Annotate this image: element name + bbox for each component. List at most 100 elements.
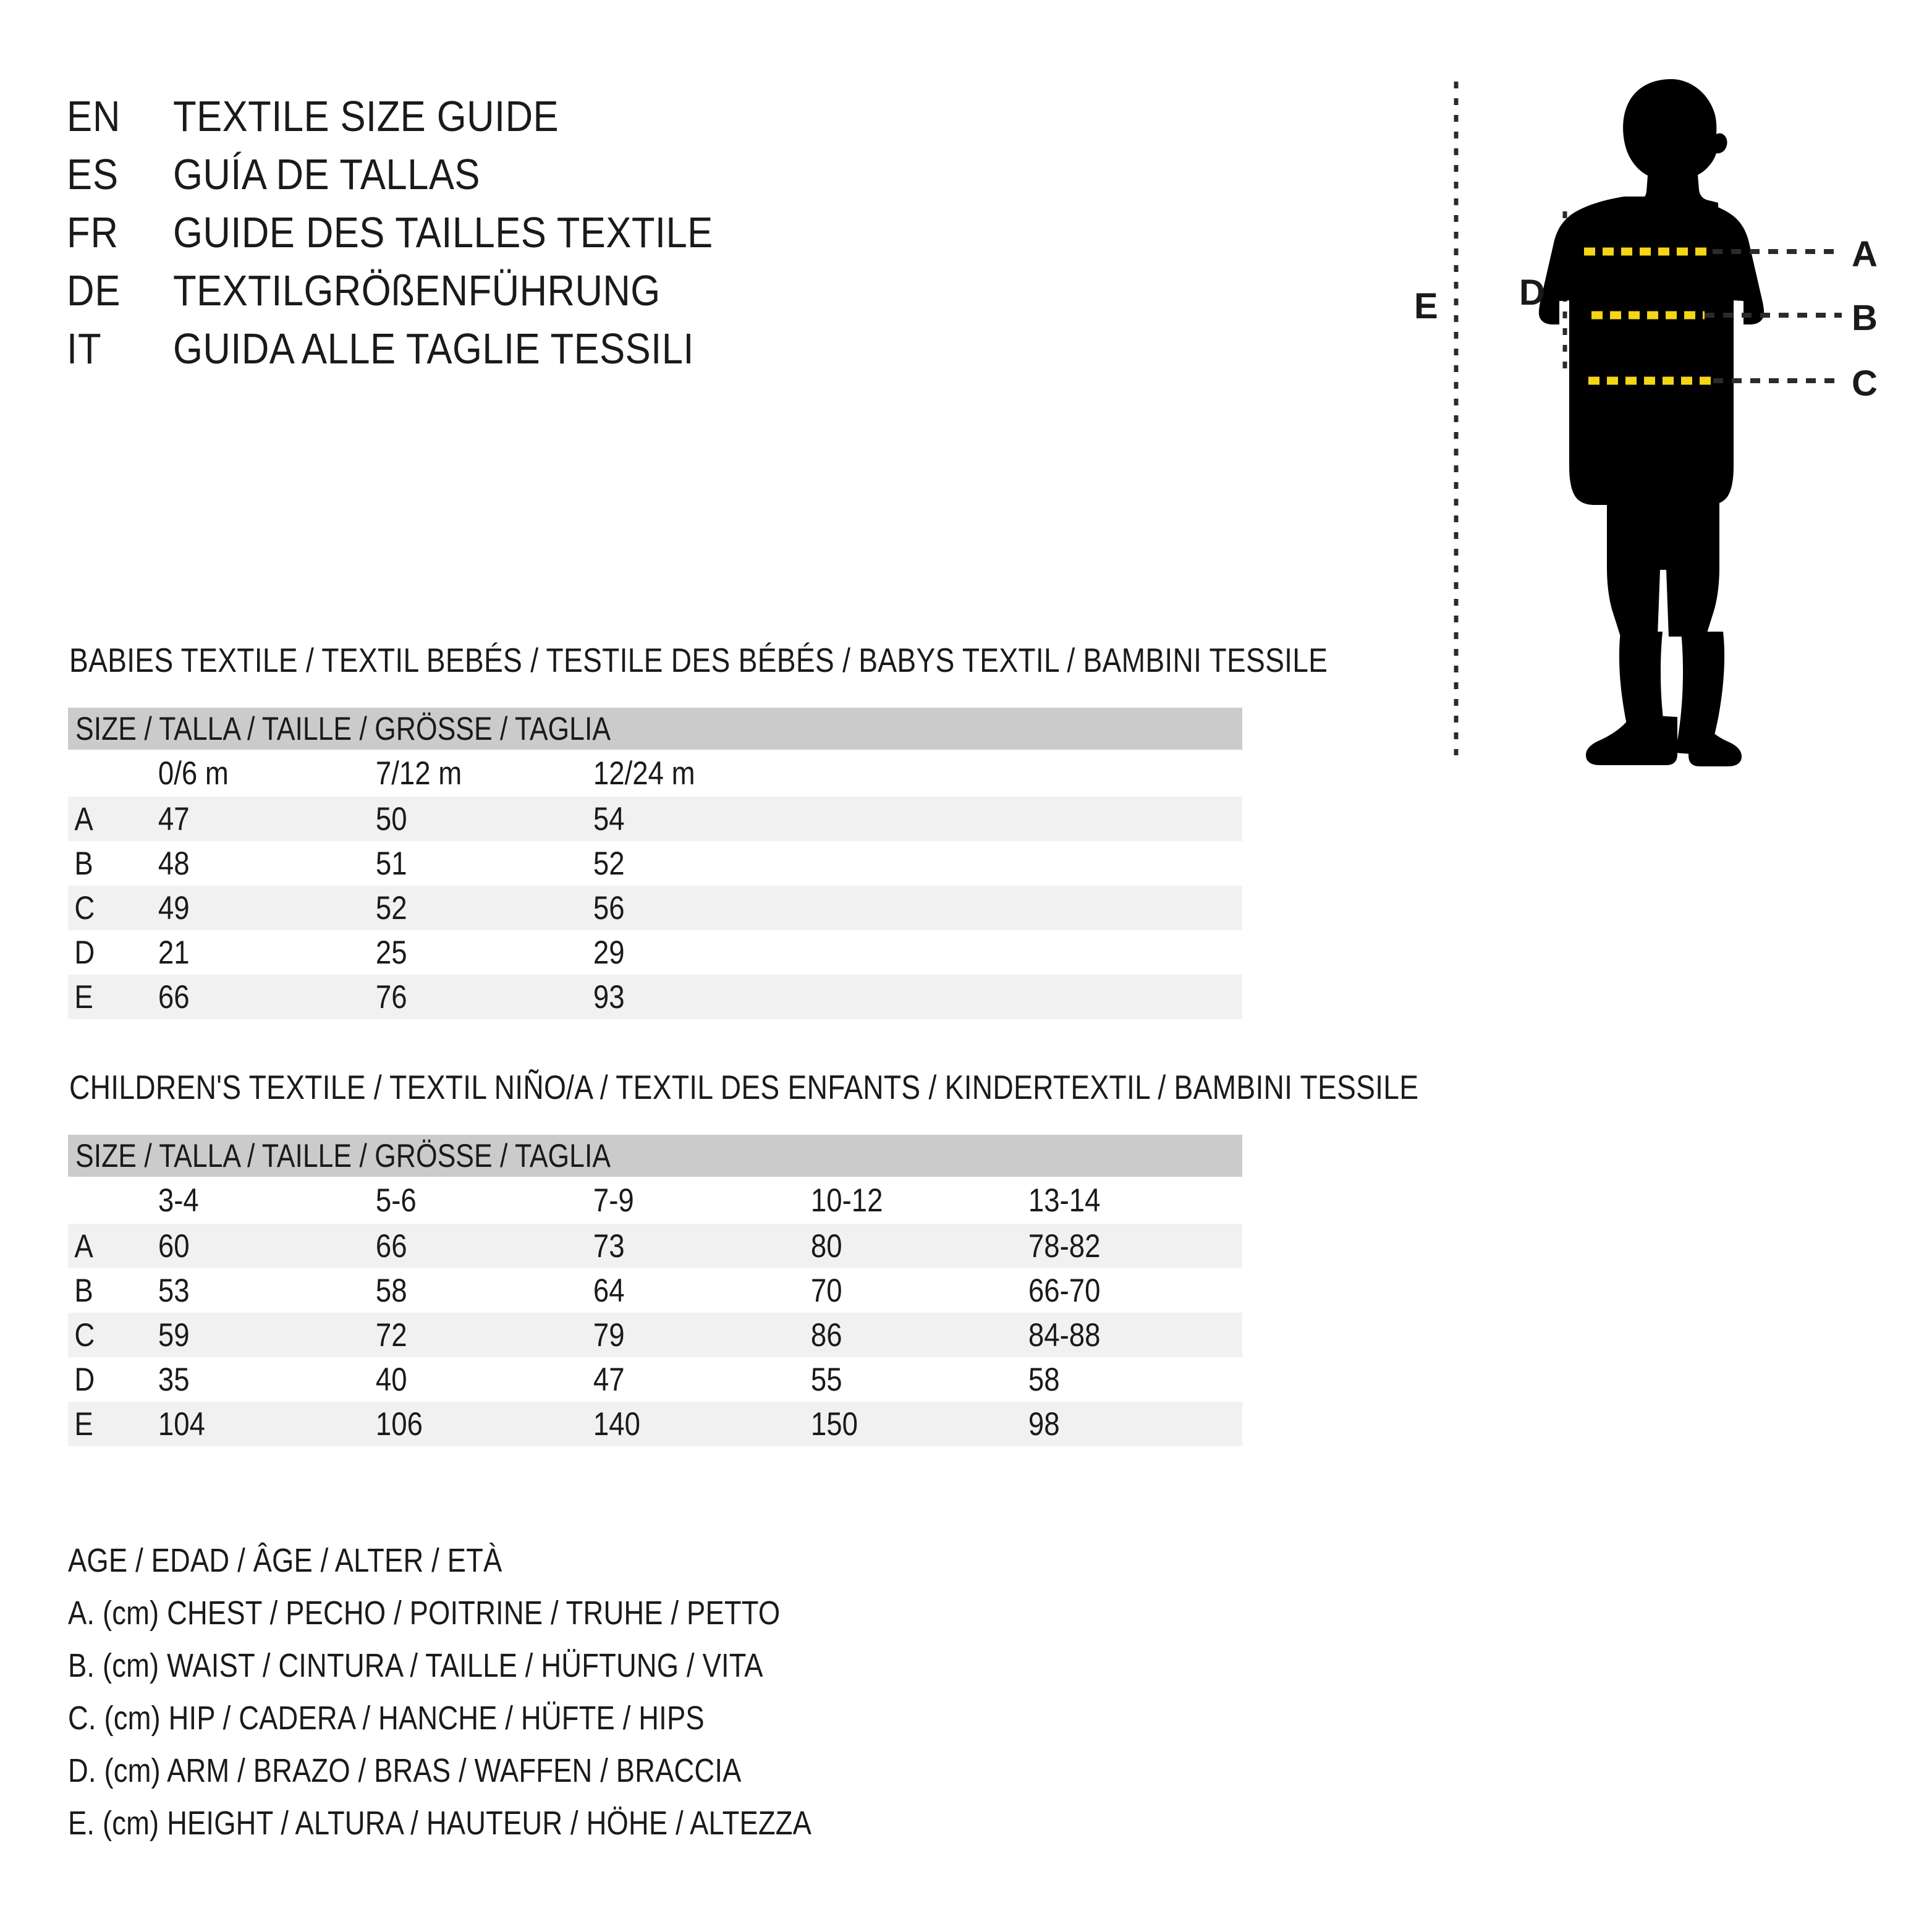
table-cell: 79 bbox=[593, 1316, 625, 1354]
babies-table-band: SIZE / TALLA / TAILLE / GRÖSSE / TAGLIA bbox=[68, 708, 1242, 750]
table-row: B 48 51 52 bbox=[68, 841, 1242, 886]
table-cell: 25 bbox=[375, 934, 407, 971]
legend-text: D. (cm) ARM / BRAZO / BRAS / WAFFEN / BR… bbox=[68, 1752, 742, 1789]
marker-label-d: D bbox=[1519, 273, 1545, 313]
table-cell: 52 bbox=[375, 889, 407, 926]
legend-line-c: C. (cm) HIP / CADERA / HANCHE / HÜFTE / … bbox=[68, 1692, 1428, 1744]
language-code-es: ES bbox=[67, 150, 119, 198]
children-column-header: 5-6 bbox=[375, 1182, 417, 1219]
table-cell: 78-82 bbox=[1028, 1227, 1101, 1265]
language-title-es: GUÍA DE TALLAS bbox=[173, 150, 480, 198]
table-cell: 51 bbox=[375, 845, 407, 882]
language-row-en: EN TEXTILE SIZE GUIDE bbox=[67, 91, 1117, 150]
table-row: D 21 25 29 bbox=[68, 930, 1242, 975]
marker-label-a: A bbox=[1852, 234, 1878, 274]
children-column-header: 13-14 bbox=[1028, 1182, 1101, 1219]
babies-column-header: 0/6 m bbox=[158, 755, 229, 792]
marker-label-e: E bbox=[1414, 286, 1438, 326]
table-cell: 73 bbox=[593, 1227, 625, 1265]
babies-column-header: 12/24 m bbox=[593, 755, 695, 792]
children-column-header: 3-4 bbox=[158, 1182, 199, 1219]
table-cell: 80 bbox=[810, 1227, 842, 1265]
table-cell: 29 bbox=[593, 934, 625, 971]
row-label: A bbox=[74, 1227, 93, 1265]
table-cell: 150 bbox=[810, 1405, 858, 1443]
measurement-legend: AGE / EDAD / ÂGE / ALTER / ETÀ A. (cm) C… bbox=[68, 1534, 1428, 1849]
table-row: D 35 40 47 55 58 bbox=[68, 1357, 1242, 1402]
table-cell: 50 bbox=[375, 800, 407, 837]
table-row: B 53 58 64 70 66-70 bbox=[68, 1268, 1242, 1313]
child-silhouette-icon bbox=[1538, 79, 1765, 766]
language-title-it: GUIDA ALLE TAGLIE TESSILI bbox=[173, 324, 694, 373]
table-row: E 104 106 140 150 98 bbox=[68, 1402, 1242, 1446]
table-row: A 60 66 73 80 78-82 bbox=[68, 1224, 1242, 1268]
legend-line-b: B. (cm) WAIST / CINTURA / TAILLE / HÜFTU… bbox=[68, 1639, 1428, 1692]
table-row: C 49 52 56 bbox=[68, 886, 1242, 930]
row-label: A bbox=[74, 800, 93, 837]
children-section-title: CHILDREN'S TEXTILE / TEXTIL NIÑO/A / TEX… bbox=[69, 1068, 1419, 1106]
table-row: E 66 76 93 bbox=[68, 975, 1242, 1019]
legend-text: C. (cm) HIP / CADERA / HANCHE / HÜFTE / … bbox=[68, 1699, 705, 1737]
table-cell: 86 bbox=[810, 1316, 842, 1354]
legend-text: AGE / EDAD / ÂGE / ALTER / ETÀ bbox=[68, 1541, 502, 1579]
babies-column-header: 7/12 m bbox=[375, 755, 462, 792]
language-row-it: IT GUIDA ALLE TAGLIE TESSILI bbox=[67, 324, 1117, 382]
row-label: D bbox=[74, 1361, 95, 1398]
language-code-fr: FR bbox=[67, 208, 119, 256]
table-cell: 66 bbox=[375, 1227, 407, 1265]
language-title-de: TEXTILGRÖßENFÜHRUNG bbox=[173, 266, 661, 315]
table-cell: 35 bbox=[158, 1361, 190, 1398]
table-cell: 49 bbox=[158, 889, 190, 926]
table-cell: 66-70 bbox=[1028, 1272, 1101, 1309]
table-cell: 55 bbox=[810, 1361, 842, 1398]
row-label: C bbox=[74, 889, 95, 926]
table-cell: 56 bbox=[593, 889, 625, 926]
legend-line-age: AGE / EDAD / ÂGE / ALTER / ETÀ bbox=[68, 1534, 1428, 1587]
babies-size-table: SIZE / TALLA / TAILLE / GRÖSSE / TAGLIA … bbox=[68, 708, 1242, 1019]
children-column-header-row: 3-4 5-6 7-9 10-12 13-14 bbox=[68, 1177, 1242, 1224]
legend-text: E. (cm) HEIGHT / ALTURA / HAUTEUR / HÖHE… bbox=[68, 1804, 812, 1842]
table-cell: 54 bbox=[593, 800, 625, 837]
language-code-de: DE bbox=[67, 266, 121, 315]
children-table-band: SIZE / TALLA / TAILLE / GRÖSSE / TAGLIA bbox=[68, 1135, 1242, 1177]
row-label: D bbox=[74, 934, 95, 971]
measurement-figure-diagram: A B C D E bbox=[1409, 68, 1932, 766]
table-cell: 21 bbox=[158, 934, 190, 971]
table-cell: 40 bbox=[375, 1361, 407, 1398]
table-cell: 84-88 bbox=[1028, 1316, 1101, 1354]
row-label: E bbox=[74, 978, 93, 1015]
language-title-fr: GUIDE DES TAILLES TEXTILE bbox=[173, 208, 713, 256]
table-cell: 106 bbox=[375, 1405, 423, 1443]
babies-column-header-row: 0/6 m 7/12 m 12/24 m bbox=[68, 750, 1242, 797]
children-size-table: SIZE / TALLA / TAILLE / GRÖSSE / TAGLIA … bbox=[68, 1135, 1242, 1446]
legend-text: A. (cm) CHEST / PECHO / POITRINE / TRUHE… bbox=[68, 1594, 781, 1632]
table-cell: 47 bbox=[158, 800, 190, 837]
table-cell: 48 bbox=[158, 845, 190, 882]
language-code-it: IT bbox=[67, 324, 102, 373]
table-cell: 93 bbox=[593, 978, 625, 1015]
table-cell: 76 bbox=[375, 978, 407, 1015]
language-header-block: EN TEXTILE SIZE GUIDE ES GUÍA DE TALLAS … bbox=[67, 91, 1117, 382]
language-code-en: EN bbox=[67, 92, 121, 140]
table-row: A 47 50 54 bbox=[68, 797, 1242, 841]
children-column-header: 7-9 bbox=[593, 1182, 634, 1219]
table-cell: 64 bbox=[593, 1272, 625, 1309]
table-cell: 58 bbox=[375, 1272, 407, 1309]
legend-line-a: A. (cm) CHEST / PECHO / POITRINE / TRUHE… bbox=[68, 1587, 1428, 1639]
table-cell: 60 bbox=[158, 1227, 190, 1265]
table-cell: 72 bbox=[375, 1316, 407, 1354]
language-row-fr: FR GUIDE DES TAILLES TEXTILE bbox=[67, 208, 1117, 266]
language-title-en: TEXTILE SIZE GUIDE bbox=[173, 92, 559, 140]
legend-text: B. (cm) WAIST / CINTURA / TAILLE / HÜFTU… bbox=[68, 1646, 763, 1684]
table-cell: 52 bbox=[593, 845, 625, 882]
table-cell: 66 bbox=[158, 978, 190, 1015]
babies-band-label: SIZE / TALLA / TAILLE / GRÖSSE / TAGLIA bbox=[75, 710, 611, 747]
row-label: B bbox=[74, 845, 93, 882]
row-label: E bbox=[74, 1405, 93, 1443]
table-cell: 47 bbox=[593, 1361, 625, 1398]
table-cell: 58 bbox=[1028, 1361, 1060, 1398]
babies-section-title: BABIES TEXTILE / TEXTIL BEBÉS / TESTILE … bbox=[69, 641, 1328, 679]
legend-line-d: D. (cm) ARM / BRAZO / BRAS / WAFFEN / BR… bbox=[68, 1744, 1428, 1797]
table-row: C 59 72 79 86 84-88 bbox=[68, 1313, 1242, 1357]
table-cell: 140 bbox=[593, 1405, 640, 1443]
